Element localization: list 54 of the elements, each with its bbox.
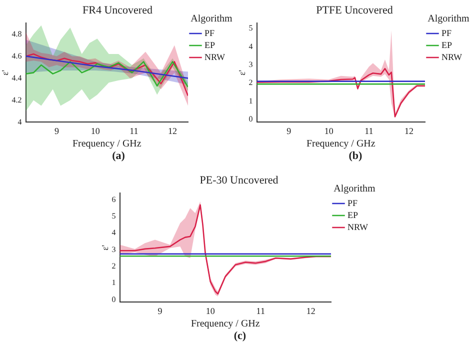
y-tick-label: 4.6 xyxy=(12,51,22,60)
y-tick-label: 2 xyxy=(248,78,253,88)
y-axis-title: ε' xyxy=(236,70,247,76)
text: (a) xyxy=(111,150,126,162)
y-tick-label: 4.8 xyxy=(12,29,22,38)
x-tick-label: 10 xyxy=(324,126,334,136)
x-axis-title: Frequency / GHz xyxy=(72,138,142,150)
legend-label: PF xyxy=(442,28,452,38)
legend-title: Algorithm xyxy=(190,14,233,25)
y-tick-label: 1 xyxy=(112,278,116,288)
text: (c) xyxy=(232,330,248,342)
text: (b) xyxy=(348,150,364,162)
legend-label: NRW xyxy=(442,52,463,62)
x-tick-label: 9 xyxy=(286,126,292,136)
y-tick-label: 3 xyxy=(112,244,116,254)
y-tick-label: 5 xyxy=(248,24,253,33)
x-tick-label: 9 xyxy=(54,126,60,136)
x-tick-label: 10 xyxy=(206,306,216,316)
legend-title: Algorithm xyxy=(428,14,470,25)
chart-title: FR4 Uncovered xyxy=(82,4,153,16)
y-tick-label: 6 xyxy=(112,194,116,204)
legend-label: PF xyxy=(348,198,358,208)
legend-label: PF xyxy=(204,28,215,38)
x-axis-title: Frequency / GHz xyxy=(306,138,376,150)
x-tick-label: 12 xyxy=(168,126,178,136)
legend-label: EP xyxy=(204,40,216,50)
chart-title: PTFE Uncovered xyxy=(316,4,394,16)
legend-label: EP xyxy=(348,210,358,220)
x-tick-label: 11 xyxy=(130,126,138,136)
x-axis-title: Frequency / GHz xyxy=(190,318,260,330)
y-tick-label: 4.2 xyxy=(12,95,22,104)
y-axis-title: ε' xyxy=(0,70,10,76)
y-tick-label: 2 xyxy=(112,262,116,271)
legend-label: NRW xyxy=(204,52,226,62)
y-tick-label: 4 xyxy=(112,228,116,238)
y-tick-label: 5 xyxy=(112,212,116,221)
y-tick-label: 4.4 xyxy=(12,73,22,82)
x-tick-label: 12 xyxy=(404,126,414,136)
x-tick-label: 11 xyxy=(256,306,265,316)
y-tick-label: 3 xyxy=(248,60,253,70)
chart-title: PE-30 Uncovered xyxy=(200,174,279,186)
x-tick-label: 10 xyxy=(90,126,100,136)
y-tick-label: 0 xyxy=(112,294,116,304)
y-tick-label: 4 xyxy=(18,117,22,126)
legend-title: Algorithm xyxy=(334,184,376,195)
y-tick-label: 4 xyxy=(248,42,253,51)
x-tick-label: 11 xyxy=(364,126,374,136)
y-tick-label: 0 xyxy=(248,114,253,124)
legend-label: EP xyxy=(442,40,452,50)
x-tick-label: 9 xyxy=(158,306,163,316)
y-axis-title: ε' xyxy=(100,244,110,250)
legend-label: NRW xyxy=(348,222,369,232)
x-tick-label: 12 xyxy=(306,306,316,316)
y-tick-label: 1 xyxy=(248,96,253,106)
